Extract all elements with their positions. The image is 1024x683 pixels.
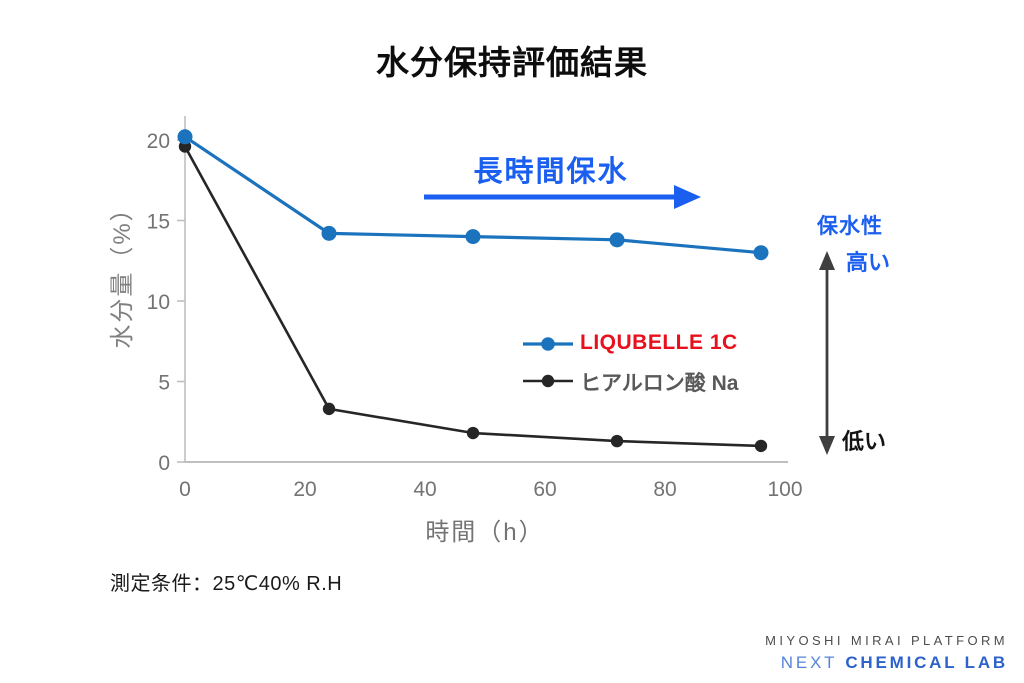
retention-high-label: 高い (846, 250, 891, 275)
data-point-marker (321, 225, 337, 241)
x-tick-label: 60 (533, 478, 556, 501)
data-point-marker (465, 229, 481, 245)
y-tick-label: 20 (147, 130, 170, 153)
y-tick-label: 0 (158, 452, 170, 475)
data-point-marker (753, 245, 769, 261)
x-tick-label: 80 (653, 478, 676, 501)
x-tick-label: 40 (413, 478, 436, 501)
y-axis-title: 水分量（%） (109, 195, 136, 349)
y-tick-label: 15 (147, 211, 170, 234)
y-tick-label: 10 (147, 291, 170, 314)
brand-logo-next: NEXT (780, 652, 838, 672)
brand-logo: MIYOSHI MIRAI PLATFORM NEXT CHEMICAL LAB (765, 633, 1008, 674)
chart-title: 水分保持評価結果 (376, 44, 648, 81)
retention-axis-title: 保水性 (817, 215, 883, 238)
measurement-conditions-note: 測定条件：25℃40% R.H (110, 573, 343, 595)
long-retention-arrowhead (674, 185, 701, 209)
brand-logo-chemical-lab: CHEMICAL LAB (845, 652, 1008, 672)
brand-logo-line1: MIYOSHI MIRAI PLATFORM (765, 632, 1008, 648)
y-tick-label: 5 (158, 372, 170, 395)
data-point-marker (177, 129, 193, 145)
data-point-marker (754, 439, 768, 453)
data-point-marker (322, 402, 336, 416)
x-tick-label: 0 (179, 478, 191, 501)
retention-arrowhead-up (819, 251, 835, 270)
data-point-marker (610, 434, 624, 448)
retention-arrowhead-down (819, 436, 835, 455)
data-point-marker (609, 232, 625, 248)
legend-marker-liqubelle (541, 337, 555, 351)
brand-logo-line2: NEXT CHEMICAL LAB (765, 652, 1008, 673)
legend-marker-hyaluronic (541, 374, 555, 388)
x-tick-label: 20 (293, 478, 316, 501)
data-point-marker (466, 426, 480, 440)
long-retention-annotation: 長時間保水 (473, 156, 629, 188)
retention-low-label: 低い (842, 429, 887, 454)
x-axis-title: 時間（h） (425, 519, 545, 546)
legend-item-hyaluronic-acid: ヒアルロン酸 Na (580, 372, 739, 395)
legend-item-liqubelle: LIQUBELLE 1C (580, 331, 738, 354)
x-tick-label: 100 (767, 478, 802, 501)
